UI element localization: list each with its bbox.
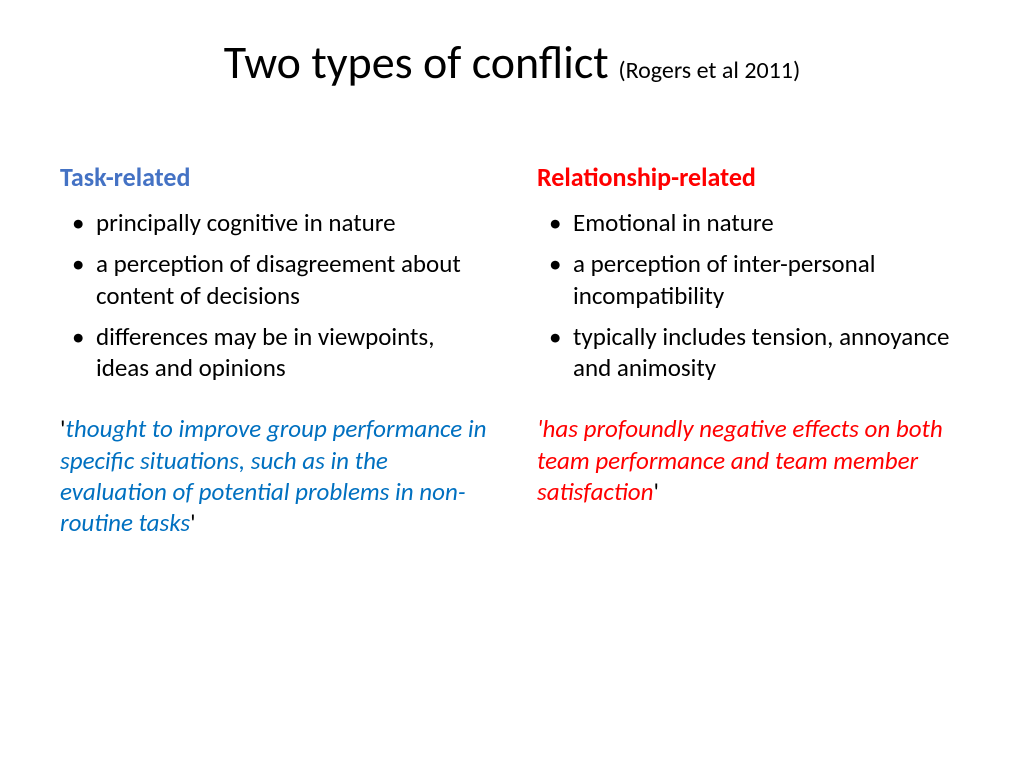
right-column: Relationship-related Emotional in nature… (537, 161, 964, 538)
left-bullet-list: principally cognitive in nature a percep… (60, 207, 487, 383)
list-item: a perception of disagreement about conte… (60, 248, 487, 311)
right-quote: 'has profoundly negative effects on both… (537, 413, 964, 507)
slide-title-area: Two types of conflict (Rogers et al 2011… (60, 35, 964, 91)
left-quote-text: thought to improve group performance in … (60, 413, 486, 538)
content-columns: Task-related principally cognitive in na… (60, 161, 964, 538)
right-heading: Relationship-related (537, 161, 964, 193)
list-item: differences may be in viewpoints, ideas … (60, 321, 487, 384)
list-item: a perception of inter-personal incompati… (537, 248, 964, 311)
left-column: Task-related principally cognitive in na… (60, 161, 487, 538)
slide-title-main: Two types of conflict (224, 35, 609, 91)
right-bullet-list: Emotional in nature a perception of inte… (537, 207, 964, 383)
right-quote-text: has profoundly negative effects on both … (537, 413, 943, 507)
list-item: typically includes tension, annoyance an… (537, 321, 964, 384)
left-quote: 'thought to improve group performance in… (60, 413, 487, 538)
slide-title-citation: (Rogers et al 2011) (618, 56, 800, 85)
list-item: Emotional in nature (537, 207, 964, 238)
list-item: principally cognitive in nature (60, 207, 487, 238)
left-heading: Task-related (60, 161, 487, 193)
